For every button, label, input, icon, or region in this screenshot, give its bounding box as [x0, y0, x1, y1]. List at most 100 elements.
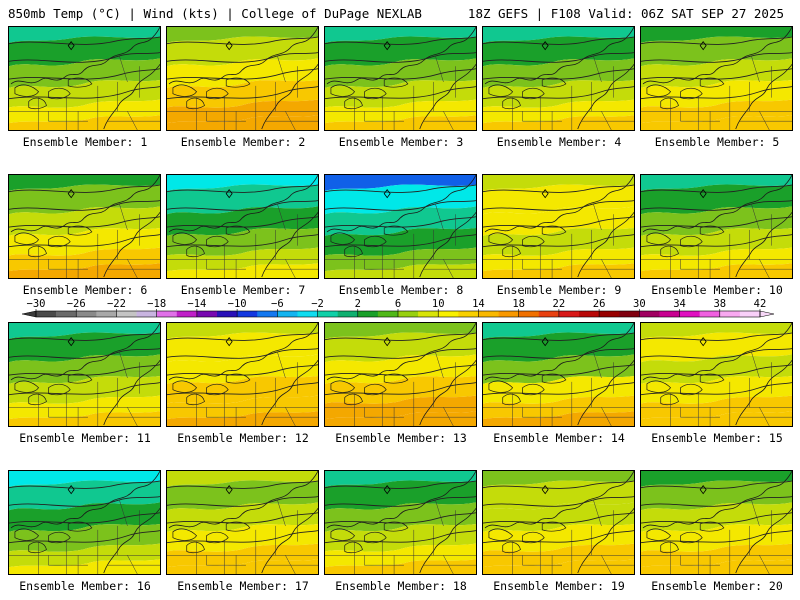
lake-outline [699, 225, 725, 236]
temperature-map [167, 27, 318, 130]
temperature-band [325, 36, 476, 67]
temperature-band [9, 184, 160, 215]
ensemble-panel [324, 470, 477, 575]
height-contour [641, 234, 792, 248]
lake-outline [186, 245, 205, 258]
ensemble-panel [640, 26, 793, 131]
lake-outline [646, 528, 672, 541]
temperature-map [641, 175, 792, 278]
height-contour [325, 184, 476, 193]
station-marker-icon [541, 41, 549, 51]
lake-outline [344, 541, 363, 554]
colorbar-tick-label: −26 [67, 298, 86, 310]
temperature-map [9, 323, 160, 426]
colorbar-swatch [659, 311, 680, 317]
ensemble-panel [482, 322, 635, 427]
height-contour [483, 184, 634, 193]
lake-outline [172, 528, 198, 541]
state-border [751, 352, 760, 379]
height-contour [325, 530, 476, 544]
height-contour [325, 216, 476, 228]
colorbar-left-arrow [21, 310, 37, 318]
ensemble-member-label: Ensemble Member: 1 [22, 135, 148, 149]
temperature-band [167, 27, 318, 43]
colorbar-tick-label: −18 [147, 298, 166, 310]
lake-outline [225, 77, 251, 88]
temperature-band [325, 323, 476, 339]
lake-outline [67, 521, 93, 532]
state-border [759, 259, 770, 278]
height-contour [641, 68, 792, 80]
lake-outline [225, 521, 251, 532]
temperature-band [641, 115, 792, 130]
height-contour [167, 216, 318, 228]
temperature-map [483, 175, 634, 278]
lake-outline [699, 521, 725, 532]
lake-outline [344, 97, 363, 110]
ensemble-member-label: Ensemble Member: 13 [335, 431, 467, 445]
temperature-band [9, 323, 160, 339]
height-contour [483, 200, 634, 211]
height-contour [325, 382, 476, 396]
temperature-band [325, 184, 476, 215]
height-contour [325, 52, 476, 63]
height-contour [9, 216, 160, 228]
height-contour [167, 382, 318, 396]
lake-outline [172, 232, 198, 245]
colorbar-swatch [36, 311, 57, 317]
ensemble-member-label: Ensemble Member: 18 [335, 579, 467, 593]
lake-outline [383, 373, 409, 384]
height-contour [167, 496, 318, 507]
state-border [601, 407, 612, 426]
colorbar-tick-label: 30 [633, 298, 646, 310]
lake-outline [172, 380, 198, 393]
ensemble-panel [8, 322, 161, 427]
temperature-band [9, 115, 160, 130]
state-border [751, 204, 760, 231]
colorbar-swatch [136, 311, 157, 317]
height-contour [325, 480, 476, 489]
colorbar-tick-label: −30 [27, 298, 46, 310]
temperature-band [641, 175, 792, 191]
lake-outline [541, 521, 567, 532]
temperature-band [483, 411, 634, 426]
height-contour [483, 348, 634, 359]
station-marker-icon [699, 485, 707, 495]
height-contour [167, 480, 318, 489]
state-border [119, 204, 128, 231]
height-contour [325, 68, 476, 80]
ensemble-member-label: Ensemble Member: 20 [651, 579, 783, 593]
lake-outline [541, 77, 567, 88]
lake-outline [660, 245, 679, 258]
state-border [522, 259, 562, 270]
height-contour [9, 332, 160, 341]
height-contour [641, 530, 792, 544]
lake-outline [225, 225, 251, 236]
state-border [119, 352, 128, 379]
lake-outline [646, 232, 672, 245]
temperature-map [641, 27, 792, 130]
temperature-band [483, 27, 634, 43]
lake-outline [646, 84, 672, 97]
lake-outline [330, 380, 356, 393]
lake-outline [660, 393, 679, 406]
height-contour [325, 512, 476, 524]
height-contour [641, 36, 792, 45]
colorbar-swatch [679, 311, 700, 317]
lake-outline [680, 87, 703, 100]
state-border [751, 500, 760, 527]
height-contour [325, 36, 476, 45]
station-marker-icon [67, 189, 75, 199]
height-contour [483, 480, 634, 489]
temperature-band [483, 332, 634, 363]
ensemble-member-label: Ensemble Member: 12 [177, 431, 309, 445]
state-border [593, 204, 602, 231]
colorbar-swatch [619, 311, 640, 317]
lake-outline [364, 531, 387, 544]
state-border [680, 555, 720, 566]
state-border [48, 111, 88, 122]
height-contour [483, 234, 634, 248]
colorbar-swatch [96, 311, 117, 317]
colorbar-swatch [538, 311, 560, 317]
state-border [277, 56, 286, 83]
